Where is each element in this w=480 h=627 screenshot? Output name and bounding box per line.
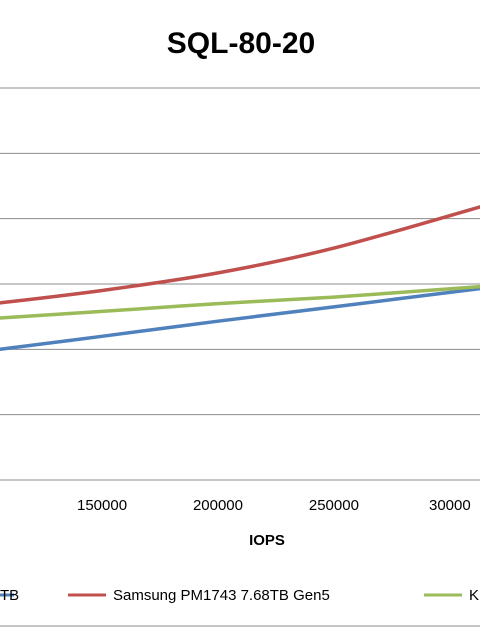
x-tick-label: 250000 bbox=[309, 497, 359, 514]
x-tick-label: 150000 bbox=[77, 497, 127, 514]
x-tick-label: 200000 bbox=[193, 497, 243, 514]
series-line-2 bbox=[0, 284, 480, 320]
series-line-0 bbox=[0, 286, 480, 352]
x-tick-labels: 150000 200000 250000 30000 bbox=[77, 497, 471, 514]
legend-label-samsung: Samsung PM1743 7.68TB Gen5 bbox=[113, 587, 330, 604]
x-tick-label: 30000 bbox=[429, 497, 471, 514]
legend-label-tb: TB bbox=[0, 587, 19, 604]
chart-title: SQL-80-20 bbox=[167, 27, 315, 60]
x-axis-title: IOPS bbox=[249, 532, 285, 549]
series-lines bbox=[0, 205, 480, 352]
series-line-1 bbox=[0, 205, 480, 305]
legend-label-k: K bbox=[469, 587, 479, 604]
legend: TB Samsung PM1743 7.68TB Gen5 K bbox=[0, 587, 479, 604]
grid bbox=[0, 87, 480, 416]
